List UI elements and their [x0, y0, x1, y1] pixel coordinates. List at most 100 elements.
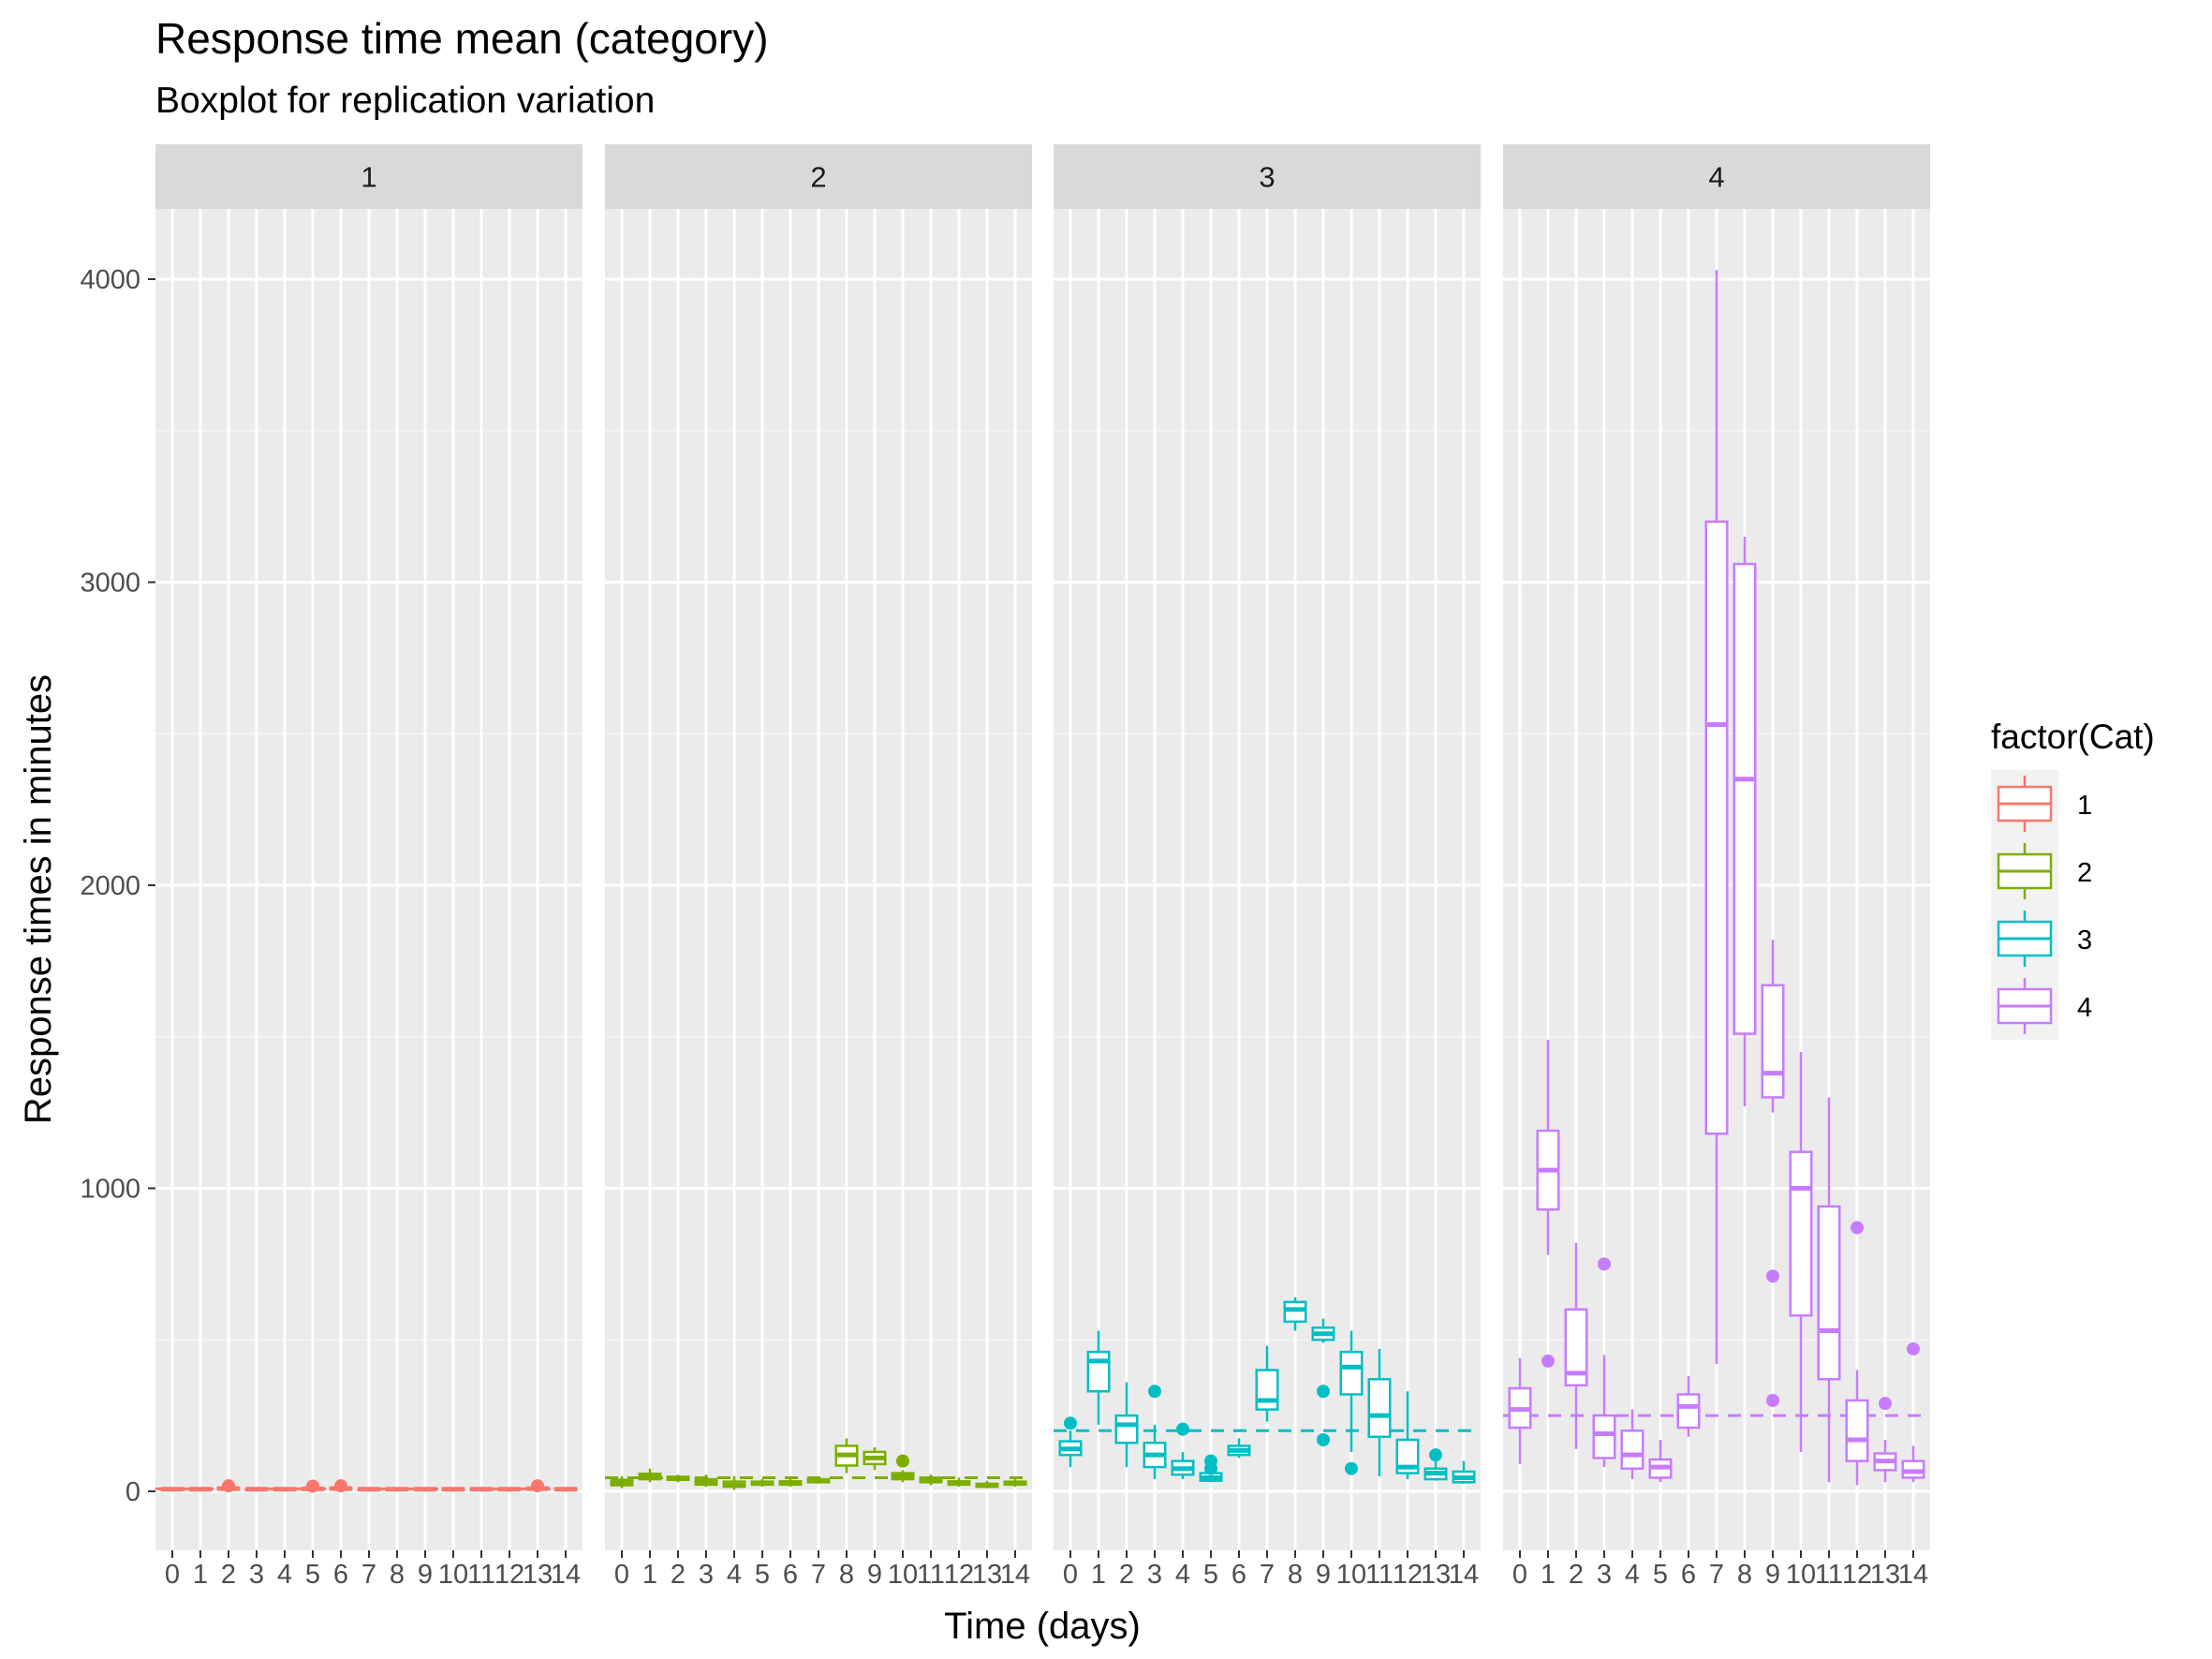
box-1-1 — [188, 1487, 213, 1492]
box-4-8 — [1733, 536, 1757, 1107]
box-3-6 — [1227, 1438, 1251, 1459]
box-2-2 — [666, 1474, 690, 1483]
box-2-11 — [919, 1474, 943, 1486]
box-body — [1255, 1369, 1279, 1411]
box-1-0 — [160, 1487, 184, 1492]
outlier-point — [1907, 1341, 1920, 1355]
box-2-1 — [638, 1468, 662, 1483]
y-tick-label: 2000 — [80, 871, 140, 901]
outlier-point — [1064, 1416, 1077, 1430]
x-tick-label: 8 — [1288, 1560, 1303, 1590]
x-tick-label: 5 — [755, 1560, 770, 1590]
x-tick-label: 10 — [888, 1560, 918, 1590]
outlier-point — [1317, 1385, 1330, 1399]
box-3-12 — [1395, 1391, 1420, 1480]
box-body — [1592, 1414, 1616, 1459]
x-tick-label: 6 — [783, 1560, 798, 1590]
x-tick-label: 6 — [1231, 1560, 1246, 1590]
x-tick-label: 0 — [165, 1560, 180, 1590]
x-tick-label: 8 — [1737, 1560, 1752, 1590]
x-tick-label: 7 — [1260, 1560, 1275, 1590]
box-1-7 — [357, 1487, 381, 1492]
box-body — [1086, 1350, 1111, 1393]
box-2-5 — [750, 1479, 774, 1488]
chart-subtitle: Boxplot for replication variation — [155, 81, 656, 121]
x-tick-label: 14 — [551, 1560, 581, 1590]
box-3-9 — [1311, 1318, 1335, 1447]
outlier-point — [1148, 1385, 1161, 1399]
x-tick-label: 13 — [1421, 1560, 1451, 1590]
x-tick-label: 3 — [1147, 1560, 1162, 1590]
x-axis-label: Time (days) — [944, 1606, 1141, 1647]
box-4-6 — [1676, 1376, 1701, 1437]
box-4-9 — [1761, 940, 1785, 1407]
facet-strip — [1054, 144, 1481, 209]
x-tick-label: 3 — [699, 1560, 714, 1590]
box-body — [1114, 1414, 1139, 1444]
x-tick-label: 7 — [361, 1560, 376, 1590]
box-2-12 — [947, 1477, 971, 1488]
x-tick-label: 6 — [333, 1560, 348, 1590]
x-tick-label: 8 — [390, 1560, 405, 1590]
x-tick-label: 11 — [1365, 1560, 1394, 1590]
legend-label: 1 — [2077, 791, 2092, 821]
x-tick-label: 11 — [467, 1560, 495, 1590]
box-4-3 — [1592, 1257, 1616, 1468]
box-2-4 — [722, 1475, 746, 1490]
x-tick-label: 14 — [1000, 1560, 1030, 1590]
box-body — [1339, 1350, 1364, 1396]
x-tick-label: 7 — [811, 1560, 826, 1590]
x-tick-label: 13 — [1870, 1560, 1900, 1590]
x-tick-label: 0 — [1512, 1560, 1527, 1590]
x-tick-label: 10 — [438, 1560, 468, 1590]
x-tick-label: 3 — [249, 1560, 264, 1590]
x-tick-label: 0 — [614, 1560, 629, 1590]
box-3-14 — [1452, 1460, 1476, 1484]
x-tick-label: 6 — [1681, 1560, 1696, 1590]
box-2-7 — [806, 1476, 831, 1484]
box-4-11 — [1817, 1097, 1841, 1483]
x-tick-label: 4 — [277, 1560, 292, 1590]
x-tick-label: 3 — [1597, 1560, 1612, 1590]
outlier-point — [1598, 1257, 1611, 1271]
x-tick-label: 7 — [1709, 1560, 1724, 1590]
x-tick-label: 10 — [1786, 1560, 1816, 1590]
legend-label: 4 — [2077, 993, 2092, 1023]
x-tick-label: 5 — [305, 1560, 320, 1590]
legend-title: factor(Cat) — [1991, 718, 2155, 756]
box-4-10 — [1789, 1051, 1813, 1452]
facet-strip-label: 4 — [1708, 161, 1724, 194]
chart-title: Response time mean (category) — [155, 14, 769, 63]
x-tick-label: 0 — [1063, 1560, 1078, 1590]
x-tick-label: 12 — [1393, 1560, 1423, 1590]
x-tick-label: 1 — [642, 1560, 657, 1590]
x-tick-label: 5 — [1653, 1560, 1668, 1590]
x-tick-label: 12 — [494, 1560, 524, 1590]
x-tick-label: 12 — [1842, 1560, 1872, 1590]
facet-strip-label: 2 — [810, 161, 826, 194]
x-tick-label: 13 — [972, 1560, 1002, 1590]
outlier-point — [1176, 1422, 1189, 1436]
box-3-13 — [1423, 1448, 1448, 1481]
x-tick-label: 11 — [917, 1560, 945, 1590]
y-axis: 0 1000 2000 3000 4000 — [80, 265, 155, 1507]
outlier-point — [1317, 1433, 1330, 1447]
box-4-5 — [1648, 1440, 1673, 1483]
box-3-7 — [1255, 1345, 1279, 1422]
y-tick-label: 4000 — [80, 265, 140, 295]
box-3-0 — [1058, 1416, 1083, 1468]
box-body — [1676, 1393, 1701, 1429]
x-tick-label: 2 — [221, 1560, 236, 1590]
box-4-12 — [1845, 1221, 1869, 1486]
legend-label: 3 — [2077, 926, 2092, 955]
x-tick-label: 5 — [1203, 1560, 1218, 1590]
box-2-0 — [610, 1475, 634, 1489]
box-body — [1704, 520, 1729, 1135]
outlier-point — [1429, 1448, 1442, 1462]
box-body — [1817, 1205, 1841, 1381]
